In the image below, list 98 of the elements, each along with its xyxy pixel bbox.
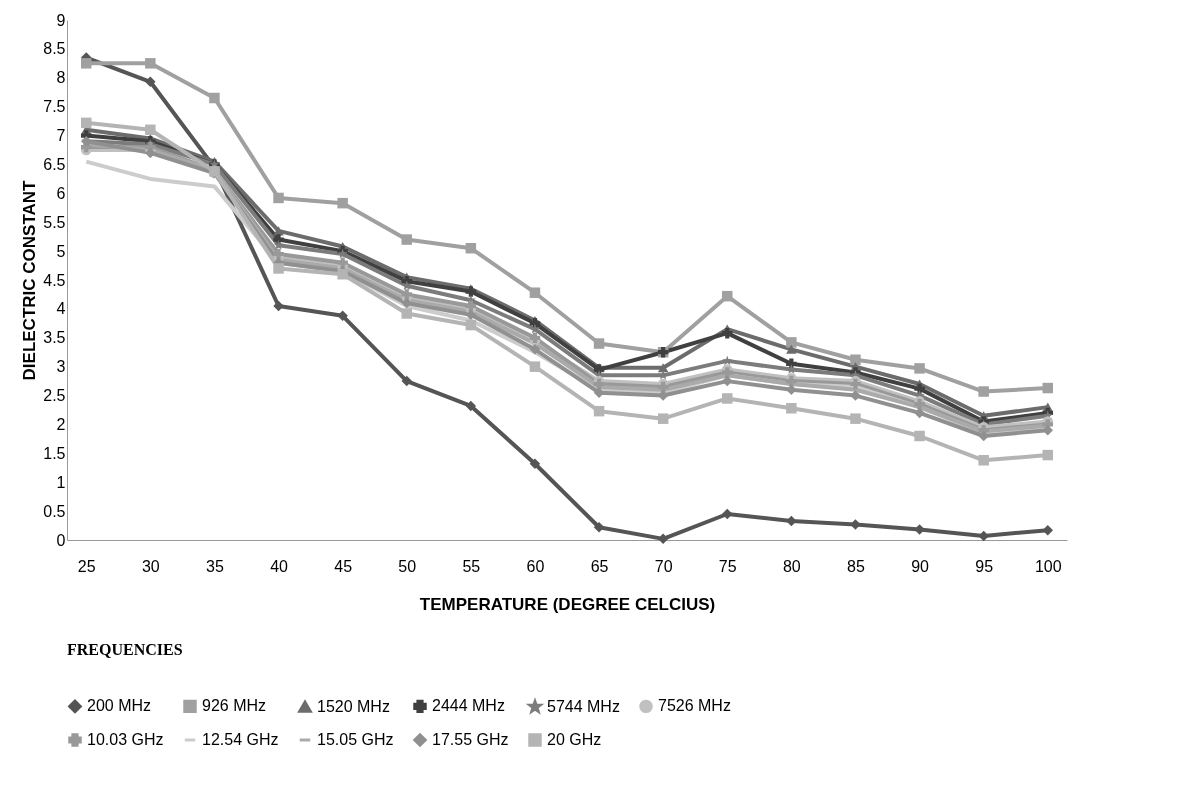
point	[209, 92, 220, 104]
point	[850, 413, 861, 424]
legend-label: 926 MHz	[202, 697, 267, 715]
point	[465, 319, 477, 331]
point	[80, 58, 92, 69]
point	[786, 403, 797, 414]
x-tick-label: 35	[206, 557, 224, 575]
legend-label: 2444 MHz	[432, 697, 505, 715]
y-tick-label: 5.5	[43, 213, 66, 231]
y-axis-title: DIELECTRIC CONSTANT	[20, 179, 40, 381]
x-tick-label: 80	[782, 557, 801, 575]
y-tick-label: 2.5	[43, 387, 66, 405]
point	[273, 300, 284, 312]
x-tick-label: 55	[462, 557, 481, 575]
x-tick-label: 75	[718, 557, 737, 575]
point	[914, 383, 925, 394]
y-tick-label: 6.5	[43, 155, 66, 173]
point	[914, 407, 925, 419]
x-tick-label: 90	[911, 557, 930, 575]
x-tick-label: 95	[975, 557, 994, 575]
point	[722, 327, 733, 339]
point	[465, 400, 477, 412]
legend-label: 5744 MHz	[547, 697, 620, 715]
point	[978, 386, 989, 397]
point	[722, 375, 733, 387]
legend-label: 200 MHz	[87, 697, 152, 715]
point	[978, 530, 989, 542]
point	[657, 363, 669, 373]
y-tick-label: 8	[56, 69, 66, 87]
point	[914, 430, 925, 442]
y-tick-label: 4.5	[43, 271, 66, 289]
point	[273, 192, 284, 204]
point	[786, 337, 797, 348]
y-tick-label: 6	[56, 184, 66, 202]
y-tick-label: 0.5	[43, 502, 66, 520]
x-tick-label: 100	[1034, 557, 1062, 575]
point	[529, 458, 541, 469]
x-tick-label: 25	[77, 557, 96, 575]
x-tick-label: 40	[270, 557, 289, 575]
x-tick-label: 60	[526, 557, 545, 575]
point	[1042, 449, 1054, 461]
y-tick-label: 7	[56, 127, 66, 145]
point	[529, 361, 541, 372]
y-tick-label: 9	[56, 11, 66, 29]
point	[593, 338, 605, 349]
point	[786, 344, 797, 354]
point	[145, 76, 156, 88]
y-tick-label: 3.5	[43, 329, 66, 347]
point	[401, 297, 412, 309]
x-axis-title: TEMPERATURE (DEGREE CELCIUS)	[419, 594, 716, 614]
point	[273, 240, 284, 250]
legend-label: 17.55 GHz	[432, 731, 509, 748]
point	[978, 455, 989, 466]
point	[80, 117, 92, 129]
legend-label: 10.03 GHz	[87, 731, 164, 748]
y-tick-label: 2	[56, 415, 66, 433]
point	[337, 197, 348, 209]
x-tick-label: 70	[654, 557, 673, 575]
legend-label: 1520 MHz	[317, 697, 390, 715]
y-tick-label: 1.5	[43, 444, 66, 462]
legend-label: 7526 MHz	[658, 697, 731, 715]
point	[722, 508, 733, 520]
legend-title: FREQUENCIES	[67, 641, 183, 658]
point	[593, 405, 605, 417]
legend-label: 20 GHz	[547, 731, 602, 748]
point	[786, 515, 797, 527]
x-tick-label: 65	[590, 557, 609, 575]
point	[145, 124, 156, 136]
x-tick-label: 45	[334, 557, 353, 575]
legend-label: 12.54 GHz	[202, 731, 279, 748]
y-tick-label: 7.5	[43, 98, 66, 116]
point	[337, 310, 348, 322]
point	[401, 234, 412, 245]
point	[722, 290, 733, 302]
point	[145, 58, 156, 69]
x-tick-label: 85	[847, 557, 865, 575]
x-tick-label: 50	[398, 557, 417, 575]
point	[401, 308, 412, 319]
point	[529, 344, 541, 355]
point	[465, 242, 477, 254]
point	[722, 393, 733, 404]
point	[978, 430, 989, 442]
point	[529, 287, 541, 298]
y-tick-label: 5	[56, 242, 66, 260]
point	[401, 375, 412, 387]
legend-label: 15.05 GHz	[317, 731, 394, 748]
x-tick-label: 30	[141, 557, 160, 575]
y-tick-label: 3	[56, 358, 66, 376]
y-tick-label: 8.5	[43, 40, 66, 58]
point	[914, 363, 925, 374]
y-tick-label: 1	[56, 473, 66, 491]
y-tick-label: 4	[56, 300, 66, 318]
point	[273, 263, 284, 274]
point	[722, 355, 733, 366]
point	[657, 413, 669, 424]
point	[850, 354, 861, 365]
y-tick-label: 0	[56, 531, 66, 549]
point	[1042, 382, 1054, 394]
